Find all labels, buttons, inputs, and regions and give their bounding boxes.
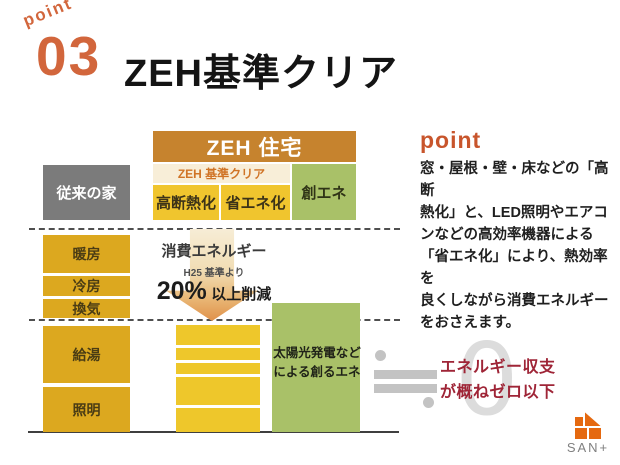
page-title: ZEH基準クリア bbox=[124, 53, 399, 95]
solar-energy-label: 太陽光発電など による創るエネ bbox=[273, 344, 361, 382]
approx-dot-top bbox=[375, 350, 386, 361]
percent-value: 20% bbox=[156, 277, 207, 305]
solar-label-line1: 太陽光発電など bbox=[273, 346, 361, 360]
zeh-standard-band: ZEH 基準クリア bbox=[153, 164, 290, 183]
company-logo: SAN+ bbox=[563, 412, 613, 455]
reduced-bar-1 bbox=[176, 325, 260, 345]
reduced-bar-2 bbox=[176, 348, 260, 360]
body-line: 良くしながら消費エネルギー bbox=[420, 293, 609, 309]
zeh-house-header: ZEH 住宅 bbox=[153, 131, 356, 162]
percent-suffix: 以上削減 bbox=[211, 286, 272, 303]
left-bar-lighting: 照明 bbox=[43, 387, 130, 432]
energy-saving-box: 省エネ化 bbox=[221, 185, 290, 220]
h25-standard-label: H25 基準より bbox=[183, 268, 245, 279]
left-bar-ventilation: 換気 bbox=[43, 299, 130, 318]
consumption-label: 消費エネルギー bbox=[161, 243, 267, 260]
solar-energy-column bbox=[272, 303, 360, 432]
conventional-house-box: 従来の家 bbox=[43, 165, 130, 220]
reduction-percent-line: 20% 以上削減 bbox=[146, 277, 282, 306]
zero-watermark: 0 bbox=[455, 321, 519, 438]
baseline bbox=[28, 431, 399, 433]
approx-bar-top bbox=[374, 370, 437, 379]
left-bar-cooling: 冷房 bbox=[43, 276, 130, 296]
reduced-bar-5 bbox=[176, 408, 260, 432]
point-section-heading: point bbox=[420, 127, 482, 153]
body-line: 熱化」と、LED照明やエアコ bbox=[420, 205, 608, 221]
insulation-box: 高断熱化 bbox=[153, 185, 219, 220]
body-line: 窓・屋根・壁・床などの「高断 bbox=[420, 161, 609, 199]
balance-line2: が概ねゼロ以下 bbox=[440, 384, 556, 401]
point-section-body: 窓・屋根・壁・床などの「高断 熱化」と、LED照明やエアコ ンなどの高効率機器に… bbox=[420, 158, 616, 334]
energy-balance-label: エネルギー収支 が概ねゼロ以下 bbox=[440, 355, 556, 405]
energy-creation-box: 創エネ bbox=[292, 164, 356, 220]
left-bar-hot-water: 給湯 bbox=[43, 326, 130, 383]
reduced-bar-4 bbox=[176, 377, 260, 405]
house-icon bbox=[574, 412, 602, 439]
approx-bar-bottom bbox=[374, 384, 437, 393]
left-bar-heating: 暖房 bbox=[43, 235, 130, 273]
reduction-text: 消費エネルギー H25 基準より 20% 以上削減 bbox=[146, 240, 282, 306]
logo-text: SAN+ bbox=[566, 440, 610, 455]
body-line: 「省エネ化」により、熱効率を bbox=[420, 249, 608, 287]
point-number: 03 bbox=[36, 25, 102, 87]
balance-line1: エネルギー収支 bbox=[440, 359, 556, 376]
solar-label-line2: による創るエネ bbox=[273, 365, 361, 379]
reduced-bar-3 bbox=[176, 363, 260, 374]
approx-equal-icon bbox=[373, 350, 439, 410]
approx-dot-bottom bbox=[423, 397, 434, 408]
body-line: をおさえます。 bbox=[420, 315, 521, 331]
dashed-line-bottom bbox=[29, 319, 400, 321]
body-line: ンなどの高効率機器による bbox=[420, 227, 594, 243]
